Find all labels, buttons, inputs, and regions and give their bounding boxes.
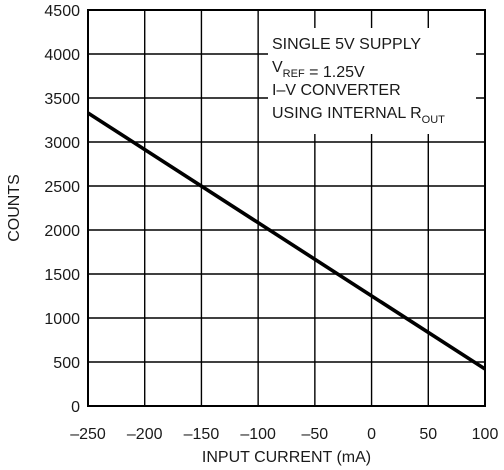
y-tick-label: 500 xyxy=(53,355,80,372)
series-layer xyxy=(87,111,486,371)
annotation-text-part: USING INTERNAL R xyxy=(272,105,422,122)
x-axis-label: INPUT CURRENT (mA) xyxy=(202,449,371,466)
y-tick-label: 0 xyxy=(71,399,80,416)
y-tick-label: 3000 xyxy=(44,135,80,152)
y-axis-label: COUNTS xyxy=(6,174,23,242)
y-tick-label: 1000 xyxy=(44,311,80,328)
annotation-subscript: OUT xyxy=(422,114,446,126)
x-tick-labels: –250 –200 –150 –100 –50 0 50 100 xyxy=(70,426,498,443)
y-tick-label: 1500 xyxy=(44,267,80,284)
annotation-text-part: I–V CONVERTER xyxy=(272,82,401,99)
x-tick-label: 100 xyxy=(472,426,499,443)
y-tick-label: 2000 xyxy=(44,223,80,240)
plot-frame xyxy=(87,9,486,407)
annotation-line: SINGLE 5V SUPPLY xyxy=(272,36,421,53)
y-tick-label: 4000 xyxy=(44,47,80,64)
x-tick-label: –250 xyxy=(70,426,106,443)
x-tick-label: –150 xyxy=(184,426,220,443)
y-tick-label: 4500 xyxy=(44,3,80,20)
y-tick-label: 3500 xyxy=(44,91,80,108)
y-tick-labels: 0 500 1000 1500 2000 2500 3000 3500 4000 4500 xyxy=(44,3,80,416)
x-tick-label: –50 xyxy=(302,426,329,443)
x-tick-label: 50 xyxy=(419,426,437,443)
x-tick-label: –200 xyxy=(127,426,163,443)
annotation-line: USING INTERNAL ROUT xyxy=(272,105,445,126)
x-tick-label: –100 xyxy=(240,426,276,443)
annotation-text-part: V xyxy=(272,59,283,76)
series-line xyxy=(87,111,486,371)
annotation-subscript: REF xyxy=(283,68,305,80)
annotation-background xyxy=(268,28,476,134)
x-tick-label: 0 xyxy=(367,426,376,443)
annotation-line: I–V CONVERTER xyxy=(272,82,401,99)
annotation-line: VREF = 1.25V xyxy=(272,59,365,81)
y-tick-label: 2500 xyxy=(44,179,80,196)
annotation-text-part: SINGLE 5V SUPPLY xyxy=(272,36,421,53)
annotation-text-part: = 1.25V xyxy=(305,64,365,81)
